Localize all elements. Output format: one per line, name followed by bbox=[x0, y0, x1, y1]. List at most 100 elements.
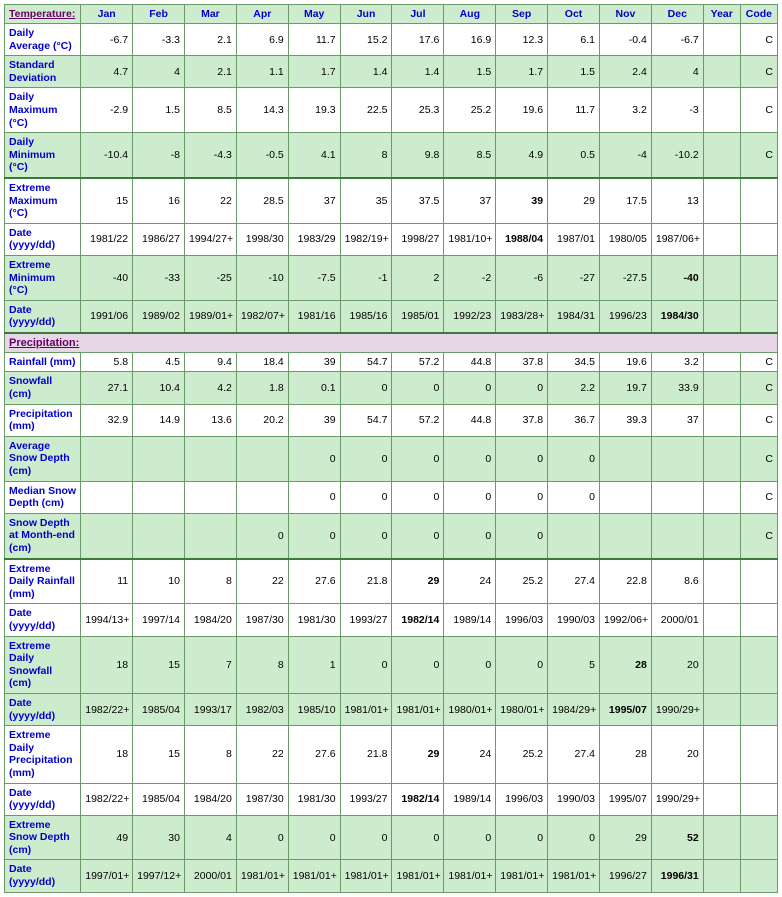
section-header-temperature[interactable]: Temperature: bbox=[5, 5, 81, 24]
cell bbox=[236, 481, 288, 513]
row-label-esd-date[interactable]: Date (yyyy/dd) bbox=[5, 860, 81, 892]
cell bbox=[599, 436, 651, 481]
cell: 1984/29+ bbox=[548, 693, 600, 725]
cell: 13 bbox=[651, 178, 703, 223]
row-label-ext-daily-snowfall[interactable]: Extreme Daily Snowfall (cm) bbox=[5, 636, 81, 693]
cell: 1.8 bbox=[236, 372, 288, 404]
table-row: Date (yyyy/dd)1982/22+1985/041984/201987… bbox=[5, 783, 778, 815]
cell bbox=[81, 436, 133, 481]
cell: 33.9 bbox=[651, 372, 703, 404]
cell: -33 bbox=[133, 255, 185, 300]
col-may[interactable]: May bbox=[288, 5, 340, 24]
cell: -10.4 bbox=[81, 133, 133, 178]
row-label-ext-max-date[interactable]: Date (yyyy/dd) bbox=[5, 223, 81, 255]
cell bbox=[548, 513, 600, 558]
row-label-daily-minimum[interactable]: Daily Minimum (°C) bbox=[5, 133, 81, 178]
cell bbox=[133, 513, 185, 558]
col-year[interactable]: Year bbox=[703, 5, 740, 24]
row-label-snowfall[interactable]: Snowfall (cm) bbox=[5, 372, 81, 404]
cell: 1981/01+ bbox=[236, 860, 288, 892]
row-label-rainfall[interactable]: Rainfall (mm) bbox=[5, 352, 81, 372]
cell: 1997/12+ bbox=[133, 860, 185, 892]
cell: 1981/30 bbox=[288, 604, 340, 636]
cell: 14.9 bbox=[133, 404, 185, 436]
cell: 2 bbox=[392, 255, 444, 300]
cell: 32.9 bbox=[81, 404, 133, 436]
col-jun[interactable]: Jun bbox=[340, 5, 392, 24]
cell: 1985/10 bbox=[288, 693, 340, 725]
row-label-extreme-maximum[interactable]: Extreme Maximum (°C) bbox=[5, 178, 81, 223]
cell: 1990/29+ bbox=[651, 693, 703, 725]
row-label-edp-date[interactable]: Date (yyyy/dd) bbox=[5, 783, 81, 815]
col-jan[interactable]: Jan bbox=[81, 5, 133, 24]
cell: 19.3 bbox=[288, 88, 340, 133]
row-label-daily-maximum[interactable]: Daily Maximum (°C) bbox=[5, 88, 81, 133]
cell: 1987/01 bbox=[548, 223, 600, 255]
cell: 1983/29 bbox=[288, 223, 340, 255]
row-label-edr-date[interactable]: Date (yyyy/dd) bbox=[5, 604, 81, 636]
row-label-avg-snow-depth[interactable]: Average Snow Depth (cm) bbox=[5, 436, 81, 481]
cell: 1996/03 bbox=[496, 783, 548, 815]
cell-year bbox=[703, 352, 740, 372]
cell: 57.2 bbox=[392, 352, 444, 372]
cell: 27.1 bbox=[81, 372, 133, 404]
table-row: Precipitation (mm)32.914.913.620.23954.7… bbox=[5, 404, 778, 436]
section-header-precipitation[interactable]: Precipitation: bbox=[5, 333, 778, 353]
cell-year bbox=[703, 815, 740, 860]
col-feb[interactable]: Feb bbox=[133, 5, 185, 24]
cell: 1998/30 bbox=[236, 223, 288, 255]
cell: 22 bbox=[236, 726, 288, 783]
cell: 5.8 bbox=[81, 352, 133, 372]
cell: -4.3 bbox=[184, 133, 236, 178]
cell: -2.9 bbox=[81, 88, 133, 133]
cell: 13.6 bbox=[184, 404, 236, 436]
row-label-precipitation[interactable]: Precipitation (mm) bbox=[5, 404, 81, 436]
row-label-extreme-minimum[interactable]: Extreme Minimum (°C) bbox=[5, 255, 81, 300]
cell: 0 bbox=[444, 513, 496, 558]
cell-code bbox=[740, 255, 777, 300]
col-oct[interactable]: Oct bbox=[548, 5, 600, 24]
row-label-ext-snow-depth[interactable]: Extreme Snow Depth (cm) bbox=[5, 815, 81, 860]
cell: 0 bbox=[496, 636, 548, 693]
row-label-snow-depth-monthend[interactable]: Snow Depth at Month-end (cm) bbox=[5, 513, 81, 558]
cell: 1990/03 bbox=[548, 604, 600, 636]
row-label-daily-average[interactable]: Daily Average (°C) bbox=[5, 24, 81, 56]
cell: 1989/14 bbox=[444, 604, 496, 636]
cell-year bbox=[703, 860, 740, 892]
col-jul[interactable]: Jul bbox=[392, 5, 444, 24]
cell: 0 bbox=[288, 513, 340, 558]
cell: 1982/03 bbox=[236, 693, 288, 725]
row-label-median-snow-depth[interactable]: Median Snow Depth (cm) bbox=[5, 481, 81, 513]
col-code[interactable]: Code bbox=[740, 5, 777, 24]
cell: -8 bbox=[133, 133, 185, 178]
cell: 24 bbox=[444, 559, 496, 604]
cell: 1981/01+ bbox=[548, 860, 600, 892]
cell: 5 bbox=[548, 636, 600, 693]
row-label-ext-daily-precip[interactable]: Extreme Daily Precipitation (mm) bbox=[5, 726, 81, 783]
cell: 4 bbox=[133, 56, 185, 88]
col-dec[interactable]: Dec bbox=[651, 5, 703, 24]
col-mar[interactable]: Mar bbox=[184, 5, 236, 24]
col-aug[interactable]: Aug bbox=[444, 5, 496, 24]
cell-year bbox=[703, 481, 740, 513]
col-nov[interactable]: Nov bbox=[599, 5, 651, 24]
cell-code bbox=[740, 726, 777, 783]
cell: 35 bbox=[340, 178, 392, 223]
table-row: Date (yyyy/dd)1994/13+1997/141984/201987… bbox=[5, 604, 778, 636]
cell: 1993/27 bbox=[340, 783, 392, 815]
row-label-ext-daily-rainfall[interactable]: Extreme Daily Rainfall (mm) bbox=[5, 559, 81, 604]
cell: -40 bbox=[651, 255, 703, 300]
cell-year bbox=[703, 255, 740, 300]
cell: 1982/19+ bbox=[340, 223, 392, 255]
cell bbox=[651, 513, 703, 558]
cell: 0 bbox=[548, 481, 600, 513]
col-apr[interactable]: Apr bbox=[236, 5, 288, 24]
cell: 28 bbox=[599, 636, 651, 693]
row-label-standard-deviation[interactable]: Standard Deviation bbox=[5, 56, 81, 88]
row-label-eds-date[interactable]: Date (yyyy/dd) bbox=[5, 693, 81, 725]
cell: 1985/04 bbox=[133, 783, 185, 815]
cell: 1989/02 bbox=[133, 300, 185, 333]
cell: 25.3 bbox=[392, 88, 444, 133]
row-label-ext-min-date[interactable]: Date (yyyy/dd) bbox=[5, 300, 81, 333]
col-sep[interactable]: Sep bbox=[496, 5, 548, 24]
